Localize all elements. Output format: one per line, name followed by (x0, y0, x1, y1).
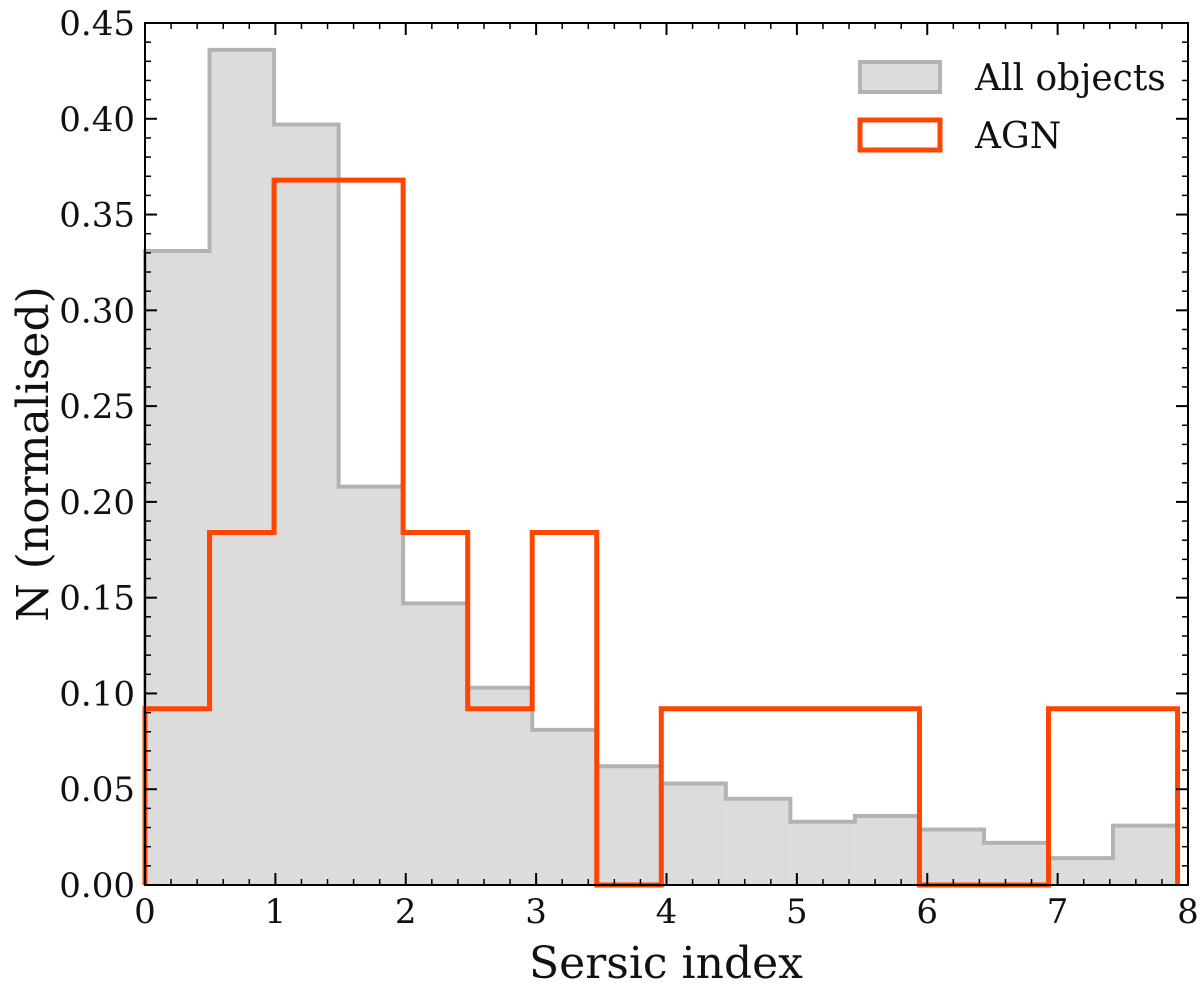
x-tick-label-6: 6 (916, 892, 938, 932)
bar-all-objects-2 (274, 124, 339, 886)
y-axis-title: N (normalised) (8, 286, 59, 622)
legend-label-agn: AGN (974, 116, 1061, 157)
bar-all-objects-15 (1113, 825, 1178, 885)
bar-all-objects-14 (1048, 858, 1114, 885)
bar-all-objects-0 (145, 250, 210, 885)
x-axis-title: Sersic index (529, 938, 803, 986)
y-tick-label-7: 0.35 (59, 196, 135, 236)
x-tick-label-8: 8 (1177, 892, 1199, 932)
y-tick-label-5: 0.25 (59, 387, 135, 427)
y-tick-label-4: 0.20 (59, 483, 135, 523)
x-tick-label-5: 5 (786, 892, 808, 932)
x-tick-label-1: 1 (265, 892, 287, 932)
bar-all-objects-1 (209, 49, 275, 886)
bar-all-objects-10 (790, 821, 855, 885)
bar-all-objects-6 (532, 729, 597, 885)
tick-labels-layer: 0 1 2 3 4 5 6 7 8 0.00 0.05 0.10 0.15 0.20 0.25 0.30 0.3… (59, 4, 1199, 932)
legend-label-all-objects: All objects (974, 58, 1166, 99)
x-tick-label-7: 7 (1047, 892, 1069, 932)
y-tick-label-2: 0.10 (59, 674, 135, 714)
y-tick-label-6: 0.30 (59, 291, 135, 331)
bar-all-objects-9 (725, 798, 791, 885)
bar-all-objects-3 (338, 486, 404, 885)
x-tick-label-4: 4 (656, 892, 678, 932)
bar-all-objects-4 (403, 603, 468, 885)
x-tick-label-2: 2 (395, 892, 417, 932)
y-tick-label-9: 0.45 (59, 4, 135, 44)
legend-swatch-all-objects (858, 60, 942, 94)
bar-all-objects-7 (596, 766, 662, 885)
bar-all-objects-5 (467, 687, 533, 885)
legend-swatch-agn (857, 117, 943, 153)
legend: All objects AGN (857, 58, 1166, 157)
x-tick-label-3: 3 (525, 892, 547, 932)
series-layer (142, 47, 1181, 888)
bar-all-objects-8 (661, 783, 726, 885)
y-tick-label-1: 0.05 (59, 770, 135, 810)
y-tick-label-3: 0.15 (59, 579, 135, 619)
x-tick-label-0: 0 (134, 892, 156, 932)
bar-all-objects-13 (983, 842, 1049, 885)
bar-all-objects-11 (854, 816, 920, 885)
bar-all-objects-12 (919, 829, 984, 885)
y-tick-label-8: 0.40 (59, 100, 135, 140)
y-tick-label-0: 0.00 (59, 866, 135, 906)
ticks-layer (144, 22, 1189, 886)
